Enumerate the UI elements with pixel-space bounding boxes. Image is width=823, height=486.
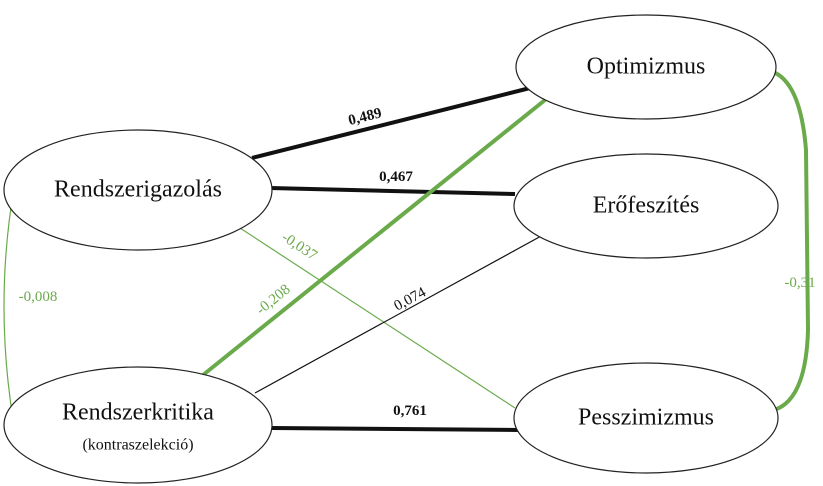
node [513, 153, 779, 259]
edge [271, 426, 519, 432]
edge [765, 68, 811, 412]
node-label: Rendszerkritika [62, 400, 214, 426]
edge [269, 186, 516, 196]
edge [251, 86, 531, 160]
node [3, 129, 273, 251]
node [515, 14, 777, 120]
node-label: Optimizmus [587, 54, 706, 80]
edge-label: 0,074 [391, 284, 429, 314]
edge-label: 0,489 [347, 105, 384, 129]
edge-label: -0,31 [784, 275, 815, 291]
edge-label: 0,761 [393, 403, 427, 419]
edge-label: 0,467 [379, 169, 413, 185]
node-sublabel: (kontraszelekció) [82, 437, 193, 454]
node-label: Erőfeszítés [593, 193, 700, 219]
node-label: Rendszerigazolás [54, 177, 222, 203]
edge [254, 234, 544, 394]
node-label: Pesszimizmus [578, 405, 714, 431]
node [3, 366, 273, 484]
edge [239, 227, 516, 409]
node [513, 362, 779, 474]
edge-label: -0,008 [19, 289, 58, 305]
edge [201, 98, 547, 377]
edge-label: -0,208 [253, 281, 293, 318]
edge-label: -0,037 [279, 229, 321, 264]
edge [3, 187, 15, 426]
